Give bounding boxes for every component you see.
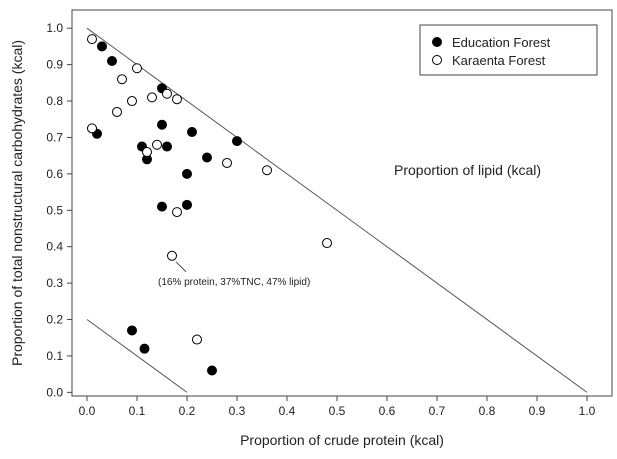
- y-tick-label: 0.5: [46, 203, 63, 217]
- point-karaenta-forest: [222, 157, 232, 168]
- point-education-forest: [202, 152, 212, 163]
- x-tick-label: 0.4: [279, 404, 296, 418]
- point-education-forest: [162, 141, 172, 152]
- y-axis: 0.0 0.1 0.2 0.3 0.4 0.5 0.6 0.7 0.8 0.9 1.0: [46, 21, 72, 399]
- point-education-forest: [127, 325, 137, 336]
- y-tick-label: 0.3: [46, 276, 63, 290]
- x-tick-label: 0.8: [479, 404, 496, 418]
- point-education-forest: [207, 365, 217, 376]
- y-tick-label: 0.2: [46, 313, 63, 327]
- point-karaenta-forest: [172, 207, 182, 218]
- y-axis-title: Proportion of total nonstructural carboh…: [9, 40, 25, 366]
- x-tick-label: 0.3: [229, 404, 246, 418]
- point-karaenta-forest: [162, 88, 172, 99]
- point-karaenta-forest: [142, 147, 152, 158]
- point-education-forest: [157, 119, 167, 130]
- legend-marker-karaenta-forest: [432, 55, 442, 65]
- legend-label-education-forest: Education Forest: [452, 35, 551, 50]
- legend-box: [419, 24, 598, 76]
- point-education-forest: [182, 168, 192, 179]
- x-tick-label: 0.2: [179, 404, 196, 418]
- point-karaenta-forest: [322, 238, 332, 249]
- point-karaenta-forest: [127, 96, 137, 107]
- point-karaenta-forest: [192, 334, 202, 345]
- point-education-forest: [182, 199, 192, 210]
- x-tick-label: 0.7: [429, 404, 446, 418]
- reference-lines: [86, 27, 588, 393]
- point-karaenta-forest: [87, 123, 97, 134]
- y-tick-label: 1.0: [46, 21, 63, 35]
- point-karaenta-forest: [132, 63, 142, 74]
- point-karaenta-forest: [87, 34, 97, 45]
- boundary-line: [86, 27, 588, 393]
- x-tick-label: 0.0: [79, 404, 96, 418]
- annotations: (16% protein, 37%TNC, 47% lipid): [158, 261, 310, 288]
- legend-marker-education-forest: [432, 37, 442, 47]
- annotation-label: (16% protein, 37%TNC, 47% lipid): [158, 277, 310, 288]
- x-tick-label: 0.1: [129, 404, 146, 418]
- legend: Education Forest Karaenta Forest: [419, 24, 598, 76]
- y-tick-label: 0.0: [46, 385, 63, 399]
- y-tick-label: 0.9: [46, 58, 63, 72]
- point-education-forest: [187, 126, 197, 137]
- point-education-forest: [157, 201, 167, 212]
- y-tick-label: 0.7: [46, 130, 63, 144]
- point-karaenta-forest: [262, 165, 272, 176]
- point-karaenta-forest: [152, 139, 162, 150]
- lower-line: [86, 319, 188, 393]
- point-karaenta-forest: [112, 106, 122, 117]
- plot-frame: [71, 9, 613, 397]
- x-tick-label: 0.9: [529, 404, 546, 418]
- region-label-lipid: Proportion of lipid (kcal): [394, 162, 541, 178]
- point-education-forest: [139, 343, 150, 354]
- y-tick-label: 0.1: [46, 349, 63, 363]
- point-karaenta-forest: [117, 74, 127, 85]
- x-tick-label: 0.5: [329, 404, 346, 418]
- x-tick-label: 0.6: [379, 404, 396, 418]
- data-points: [87, 34, 332, 376]
- point-education-forest: [232, 136, 242, 147]
- point-education-forest: [97, 41, 107, 52]
- point-karaenta-forest: [147, 92, 157, 103]
- x-tick-label: 1.0: [579, 404, 596, 418]
- y-tick-label: 0.8: [46, 94, 63, 108]
- annotation-leader: [175, 261, 187, 273]
- y-tick-label: 0.6: [46, 167, 63, 181]
- x-axis-title: Proportion of crude protein (kcal): [240, 432, 444, 448]
- point-education-forest: [107, 55, 117, 66]
- point-karaenta-forest: [167, 250, 177, 261]
- y-tick-label: 0.4: [46, 240, 63, 254]
- point-karaenta-forest: [172, 94, 182, 105]
- x-axis: 0.0 0.1 0.2 0.3 0.4 0.5 0.6 0.7 0.8 0.9 1.0: [79, 396, 596, 418]
- legend-label-karaenta-forest: Karaenta Forest: [452, 53, 546, 68]
